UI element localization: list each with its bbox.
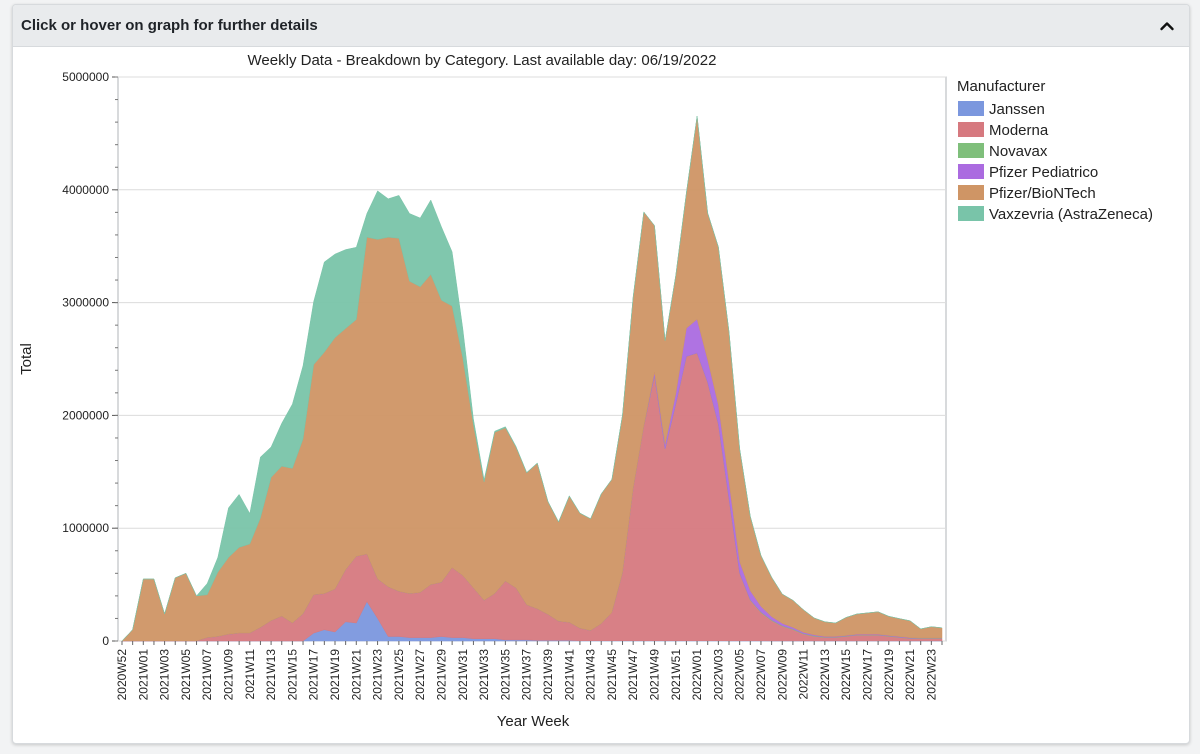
- legend-label: Pfizer/BioNTech: [989, 185, 1096, 202]
- x-tick-label: 2022W23: [924, 649, 938, 701]
- legend: Manufacturer Janssen Moderna Novavax Pfizer…: [957, 78, 1153, 223]
- x-tick-label: 2022W15: [839, 649, 853, 701]
- x-tick-label: 2021W07: [200, 649, 214, 701]
- x-tick-label: 2022W19: [882, 649, 896, 701]
- y-tick-label: 5000000: [62, 70, 109, 84]
- legend-label: Janssen: [989, 101, 1045, 118]
- x-tick-label: 2022W01: [690, 649, 704, 701]
- x-tick-label: 2021W45: [605, 649, 619, 701]
- chevron-up-icon[interactable]: [1155, 14, 1179, 38]
- legend-swatch: [958, 143, 984, 158]
- x-tick-label: 2022W09: [775, 649, 789, 701]
- y-tick-label: 0: [102, 634, 109, 648]
- y-tick-label: 2000000: [62, 408, 109, 422]
- x-tick-label: 2021W29: [435, 649, 449, 701]
- x-tick-label: 2022W05: [733, 649, 747, 701]
- x-tick-label: 2021W47: [626, 649, 640, 701]
- x-tick-label: 2021W21: [349, 649, 363, 701]
- y-tick-label: 4000000: [62, 183, 109, 197]
- x-tick-label: 2021W01: [136, 649, 150, 701]
- panel-title: Click or hover on graph for further deta…: [21, 17, 318, 34]
- axes: 0 1000000 2000000 3000000 4000000 5000000 2020…: [62, 70, 943, 701]
- chart-title: Weekly Data - Breakdown by Category. Las…: [248, 52, 717, 69]
- x-tick-label: 2021W31: [456, 649, 470, 701]
- x-tick-label: 2022W03: [711, 649, 725, 701]
- x-tick-label: 2021W23: [371, 649, 385, 701]
- legend-swatch: [958, 185, 984, 200]
- legend-title: Manufacturer: [957, 78, 1045, 95]
- x-tick-label: 2021W17: [307, 649, 321, 701]
- x-tick-label: 2021W05: [179, 649, 193, 701]
- x-tick-label: 2021W43: [584, 649, 598, 701]
- x-tick-label: 2022W13: [818, 649, 832, 701]
- y-axis-label: Total: [18, 343, 35, 375]
- x-tick-label: 2021W37: [520, 649, 534, 701]
- x-tick-label: 2021W39: [541, 649, 555, 701]
- x-tick-label: 2021W35: [498, 649, 512, 701]
- legend-label: Novavax: [989, 143, 1048, 160]
- y-tick-label: 3000000: [62, 296, 109, 310]
- x-tick-label: 2021W09: [222, 649, 236, 701]
- legend-label: Pfizer Pediatrico: [989, 164, 1098, 181]
- x-tick-label: 2022W21: [903, 649, 917, 701]
- area-vaxzevria-astrazeneca[interactable]: [121, 116, 943, 642]
- x-tick-label: 2021W19: [328, 649, 342, 701]
- legend-label: Moderna: [989, 122, 1049, 139]
- x-tick-label: 2022W17: [861, 649, 875, 701]
- legend-swatch: [958, 101, 984, 116]
- x-tick-label: 2021W11: [243, 649, 257, 700]
- legend-swatch: [958, 206, 984, 221]
- legend-label: Vaxzevria (AstraZeneca): [989, 206, 1153, 223]
- area-series[interactable]: [121, 116, 943, 642]
- x-tick-label: 2021W15: [285, 649, 299, 701]
- x-tick-label: 2021W03: [158, 649, 172, 701]
- legend-swatch: [958, 164, 984, 179]
- x-tick-label: 2021W49: [648, 649, 662, 701]
- x-tick-label: 2021W27: [413, 649, 427, 701]
- panel-header[interactable]: Click or hover on graph for further deta…: [13, 5, 1189, 47]
- x-tick-label: 2021W13: [264, 649, 278, 701]
- y-tick-label: 1000000: [62, 521, 109, 535]
- x-tick-label: 2021W51: [669, 649, 683, 701]
- x-tick-label: 2020W52: [115, 649, 129, 701]
- legend-swatch: [958, 122, 984, 137]
- x-tick-label: 2021W33: [477, 649, 491, 701]
- x-tick-label: 2022W07: [754, 649, 768, 701]
- x-tick-label: 2022W11: [797, 649, 811, 700]
- x-axis-label: Year Week: [497, 713, 570, 730]
- x-tick-label: 2021W25: [392, 649, 406, 701]
- x-tick-label: 2021W41: [562, 649, 576, 701]
